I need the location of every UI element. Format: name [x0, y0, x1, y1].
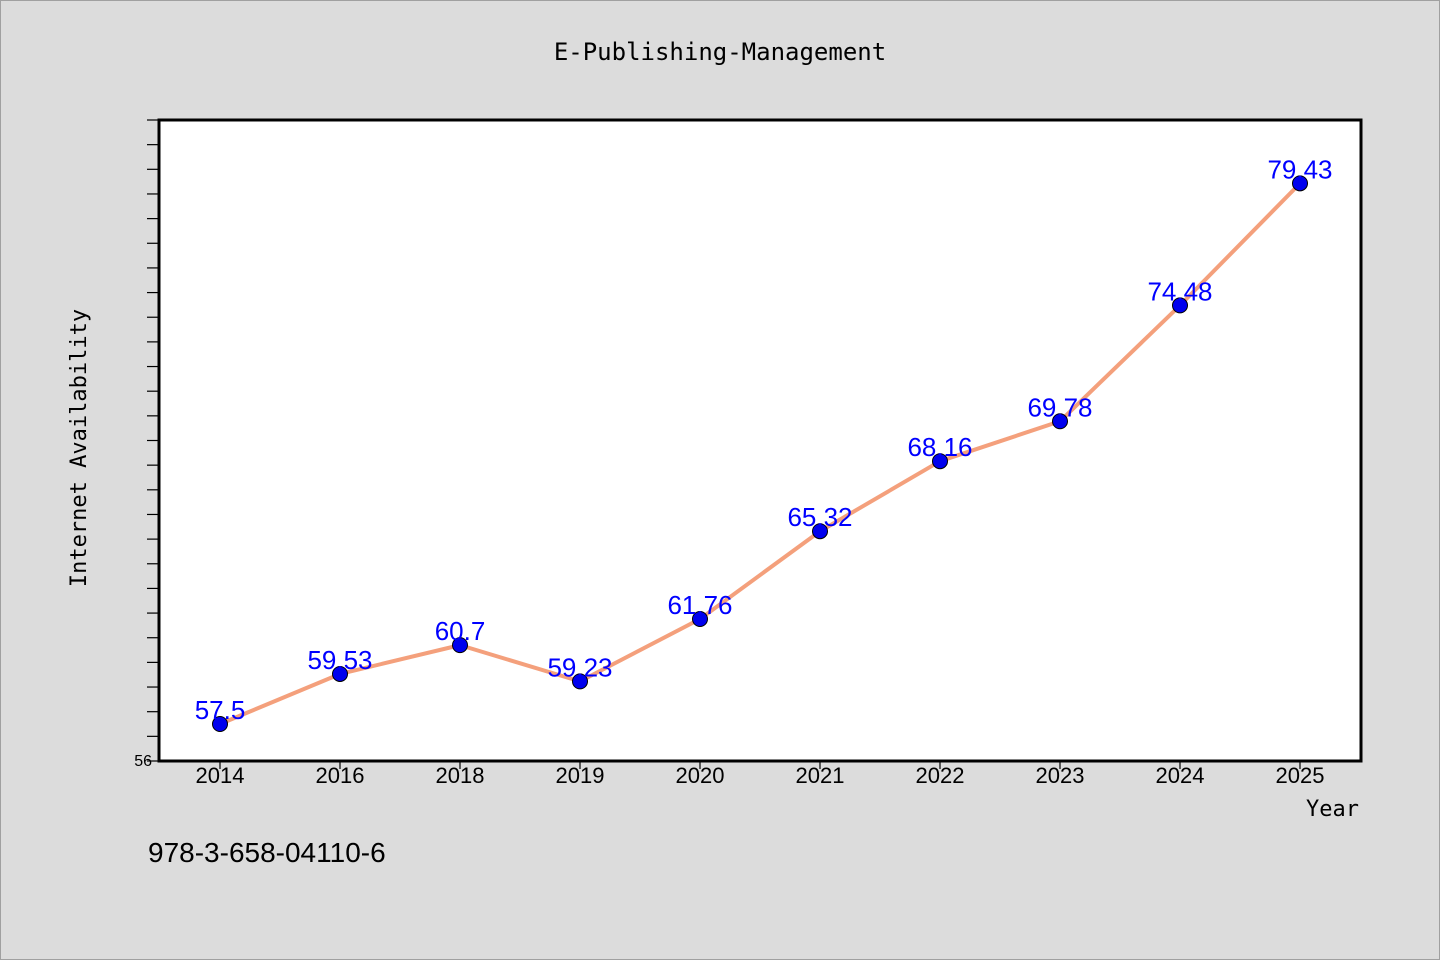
data-label: 69.78 [1027, 392, 1092, 422]
y-axis-label: Internet Availability [67, 309, 92, 587]
y-axis-ticks [147, 119, 159, 762]
data-point [1292, 175, 1308, 192]
data-label: 61.76 [667, 590, 732, 620]
data-point [692, 610, 708, 627]
chart-title: E-Publishing-Management [554, 38, 886, 66]
x-tick-label: 2022 [916, 763, 965, 788]
x-tick-label: 2014 [196, 763, 245, 788]
x-tick-label: 2018 [436, 763, 485, 788]
data-label: 65.32 [787, 502, 852, 532]
data-label: 68.16 [907, 432, 972, 462]
data-point [932, 453, 948, 470]
series-group: 57.5 59.53 60.7 59.23 61.76 65.32 68.16 69.78 74… [195, 154, 1333, 733]
x-axis-ticks: 2014 2016 2018 2019 2020 2021 2022 2023 2024 2025 [196, 761, 1325, 788]
data-label: 79.43 [1267, 154, 1332, 184]
x-tick-label: 2020 [676, 763, 725, 788]
data-point [1172, 297, 1188, 314]
footnote-isbn: 978-3-658-04110-6 [148, 837, 386, 868]
data-point [452, 637, 468, 654]
data-point [212, 716, 228, 733]
data-point [332, 665, 348, 682]
data-point [1052, 413, 1068, 430]
y-tick-label-min: 56 [134, 753, 152, 770]
plot-area [157, 118, 1363, 763]
x-tick-label: 2016 [316, 763, 365, 788]
x-tick-label: 2024 [1156, 763, 1205, 788]
data-label: 59.53 [307, 645, 372, 675]
x-tick-label: 2023 [1036, 763, 1085, 788]
data-label: 74.48 [1147, 276, 1212, 306]
data-label: 60.7 [435, 616, 486, 646]
x-axis-label: Year [1306, 797, 1359, 822]
x-tick-label: 2019 [556, 763, 605, 788]
data-point [812, 523, 828, 540]
x-tick-label: 2025 [1276, 763, 1325, 788]
data-point [572, 673, 588, 690]
x-tick-label: 2021 [796, 763, 845, 788]
data-label: 59.23 [547, 652, 612, 682]
data-label: 57.5 [195, 695, 246, 725]
series-line [218, 181, 1302, 727]
